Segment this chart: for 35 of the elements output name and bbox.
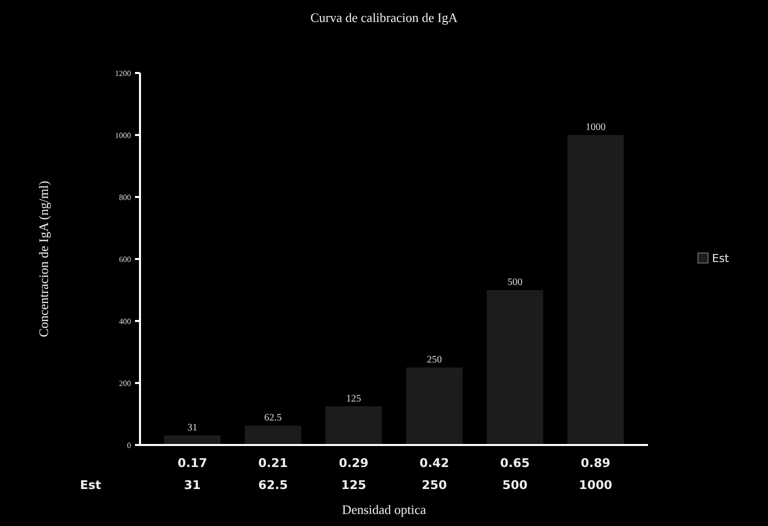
y-axis-title: Concentracion de IgA (ng/ml) <box>36 180 51 338</box>
data-label: 62.5 <box>258 478 288 492</box>
x-tick-label: 0.17 <box>178 456 208 470</box>
annotation: 125 <box>346 393 362 404</box>
x-tick-label: 0.42 <box>420 456 450 470</box>
annotation: 31 <box>187 422 198 434</box>
x-axis-title: Densidad optica <box>342 502 426 517</box>
bar <box>486 290 544 445</box>
y-tick-label: 800 <box>119 193 131 202</box>
x-tick-label: 0.89 <box>580 456 610 470</box>
bar <box>406 368 463 445</box>
chart-title: Curva de calibracion de IgA <box>310 10 458 25</box>
bar <box>567 135 624 445</box>
x-tick-label: 0.65 <box>500 456 530 470</box>
annotation: 500 <box>507 277 522 288</box>
x-tick-label: 0.21 <box>258 456 288 470</box>
legend-label: Est <box>712 252 730 265</box>
data-label: 250 <box>422 478 447 492</box>
y-tick-label: 0 <box>127 441 131 450</box>
annotation: 250 <box>426 354 442 366</box>
data-label: 500 <box>502 478 528 492</box>
data-label: 31 <box>184 478 201 492</box>
y-tick-label: 200 <box>119 379 131 388</box>
bar <box>325 406 382 445</box>
y-tick-label: 600 <box>119 255 131 264</box>
annotation: 62.5 <box>264 412 282 424</box>
y-tick-label: 1200 <box>115 69 131 78</box>
y-tick-label: 400 <box>119 317 131 326</box>
y-tick-label: 1000 <box>115 131 131 140</box>
x-tick-label: 0.29 <box>338 456 368 470</box>
data-label: 125 <box>341 478 366 492</box>
data-label: 1000 <box>578 478 612 492</box>
bar <box>244 426 302 445</box>
text: Est <box>80 478 102 492</box>
annotation: 1000 <box>586 122 606 133</box>
